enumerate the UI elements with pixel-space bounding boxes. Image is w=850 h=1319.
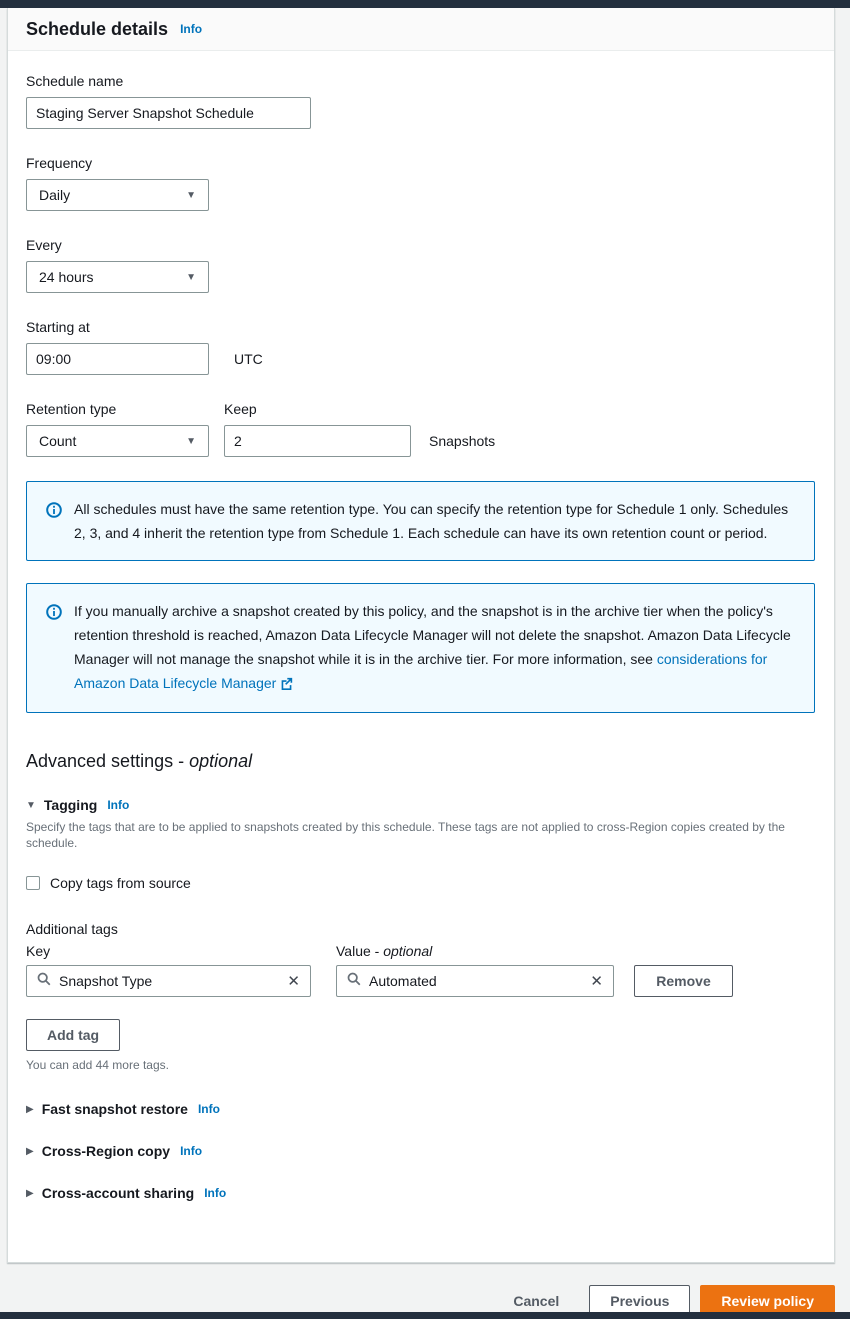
frequency-label: Frequency bbox=[26, 155, 93, 171]
clear-value-icon[interactable]: ✕ bbox=[590, 972, 603, 990]
frequency-field: Frequency Daily ▼ bbox=[26, 153, 815, 211]
archive-info-alert: If you manually archive a snapshot creat… bbox=[26, 583, 815, 713]
fast-snapshot-restore-expander[interactable]: ▶ Fast snapshot restore Info bbox=[26, 1101, 815, 1117]
utc-label: UTC bbox=[234, 351, 263, 367]
considerations-link[interactable]: considerations for Amazon Data Lifecycle… bbox=[74, 651, 767, 691]
keep-label: Keep bbox=[224, 401, 257, 417]
tag-value-input-wrap: ✕ bbox=[336, 965, 614, 997]
tagging-description: Specify the tags that are to be applied … bbox=[26, 820, 785, 850]
additional-tags-label: Additional tags bbox=[26, 921, 118, 937]
previous-button[interactable]: Previous bbox=[589, 1285, 691, 1317]
external-link-icon bbox=[280, 673, 293, 697]
considerations-link-text: considerations for Amazon Data Lifecycle… bbox=[74, 651, 768, 691]
bottom-chrome-bar bbox=[0, 1312, 850, 1319]
advanced-settings-title: Advanced settings - bbox=[26, 751, 190, 771]
starting-at-input[interactable] bbox=[26, 343, 209, 375]
starting-at-field: Starting at UTC bbox=[26, 317, 815, 375]
every-select[interactable]: 24 hours ▼ bbox=[26, 261, 209, 293]
cross-account-sharing-label: Cross-account sharing bbox=[41, 1185, 195, 1201]
schedule-details-info-link[interactable]: Info bbox=[180, 22, 203, 36]
tag-key-input-wrap: ✕ bbox=[26, 965, 311, 997]
copy-tags-checkbox-row[interactable]: Copy tags from source bbox=[26, 875, 815, 891]
retention-info-text: All schedules must have the same retenti… bbox=[74, 501, 789, 541]
retention-type-field: Retention type Count ▼ bbox=[26, 399, 209, 457]
tags-remaining-text: You can add 44 more tags. bbox=[26, 1058, 169, 1072]
retention-row: Retention type Count ▼ Keep Snapshots bbox=[26, 399, 815, 457]
every-label: Every bbox=[26, 237, 62, 253]
schedule-name-input[interactable] bbox=[26, 97, 311, 129]
top-chrome-bar bbox=[0, 0, 850, 8]
cross-region-copy-info-link[interactable]: Info bbox=[180, 1144, 203, 1158]
fast-snapshot-restore-info-link[interactable]: Info bbox=[197, 1102, 220, 1116]
tag-value-optional: optional bbox=[383, 943, 433, 959]
advanced-settings-heading: Advanced settings - optional bbox=[26, 749, 815, 773]
frequency-select[interactable]: Daily ▼ bbox=[26, 179, 209, 211]
triangle-down-icon: ▼ bbox=[26, 799, 36, 811]
cross-region-copy-label: Cross-Region copy bbox=[41, 1143, 171, 1159]
tagging-expander[interactable]: ▼ Tagging Info bbox=[26, 797, 815, 813]
card-content: Schedule name Frequency Daily ▼ Every 24… bbox=[8, 51, 834, 1201]
retention-type-select[interactable]: Count ▼ bbox=[26, 425, 209, 457]
advanced-settings-optional: optional bbox=[189, 751, 253, 771]
tagging-info-link[interactable]: Info bbox=[107, 798, 130, 812]
copy-tags-checkbox[interactable] bbox=[26, 876, 40, 890]
snapshots-label: Snapshots bbox=[429, 433, 496, 449]
retention-info-alert: All schedules must have the same retenti… bbox=[26, 481, 815, 561]
tag-key-label: Key bbox=[26, 943, 51, 959]
cross-account-sharing-info-link[interactable]: Info bbox=[204, 1186, 227, 1200]
archive-info-body: If you manually archive a snapshot creat… bbox=[74, 603, 791, 667]
add-tag-button[interactable]: Add tag bbox=[26, 1019, 121, 1051]
schedule-name-label: Schedule name bbox=[26, 73, 124, 89]
tag-value-input[interactable] bbox=[369, 973, 583, 989]
triangle-right-icon: ▶ bbox=[26, 1145, 34, 1157]
tagging-label: Tagging bbox=[43, 797, 98, 813]
chevron-down-icon: ▼ bbox=[186, 435, 196, 447]
tag-value-label: Value - optional bbox=[336, 941, 432, 961]
retention-type-label: Retention type bbox=[26, 401, 117, 417]
clear-key-icon[interactable]: ✕ bbox=[287, 972, 300, 990]
tag-row: ✕ ✕ Remove bbox=[26, 965, 815, 997]
chevron-down-icon: ▼ bbox=[186, 271, 196, 283]
schedule-details-card: Schedule details Info Schedule name Freq… bbox=[7, 8, 835, 1263]
tag-value-label-text: Value - bbox=[336, 943, 384, 959]
search-icon bbox=[37, 972, 51, 991]
every-selected-value: 24 hours bbox=[39, 269, 94, 285]
keep-field: Keep Snapshots bbox=[224, 399, 495, 457]
chevron-down-icon: ▼ bbox=[186, 189, 196, 201]
cross-region-copy-expander[interactable]: ▶ Cross-Region copy Info bbox=[26, 1143, 815, 1159]
info-circle-icon bbox=[46, 501, 62, 545]
starting-at-label: Starting at bbox=[26, 319, 90, 335]
card-header: Schedule details Info bbox=[8, 8, 834, 51]
retention-type-selected-value: Count bbox=[39, 433, 77, 449]
info-circle-icon bbox=[46, 603, 62, 697]
frequency-selected-value: Daily bbox=[39, 187, 71, 203]
remove-tag-button[interactable]: Remove bbox=[634, 965, 733, 997]
archive-info-text: If you manually archive a snapshot creat… bbox=[74, 599, 796, 697]
keep-input[interactable] bbox=[224, 425, 411, 457]
fast-snapshot-restore-label: Fast snapshot restore bbox=[41, 1101, 188, 1117]
triangle-right-icon: ▶ bbox=[26, 1187, 34, 1199]
schedule-name-field: Schedule name bbox=[26, 71, 815, 129]
every-field: Every 24 hours ▼ bbox=[26, 235, 815, 293]
page-title: Schedule details bbox=[26, 18, 169, 39]
tag-key-input[interactable] bbox=[59, 973, 280, 989]
copy-tags-label: Copy tags from source bbox=[50, 875, 191, 891]
tag-column-labels: Key Value - optional bbox=[26, 941, 815, 961]
cross-account-sharing-expander[interactable]: ▶ Cross-account sharing Info bbox=[26, 1185, 815, 1201]
triangle-right-icon: ▶ bbox=[26, 1103, 34, 1115]
cancel-button[interactable]: Cancel bbox=[513, 1293, 560, 1309]
search-icon bbox=[347, 972, 361, 991]
